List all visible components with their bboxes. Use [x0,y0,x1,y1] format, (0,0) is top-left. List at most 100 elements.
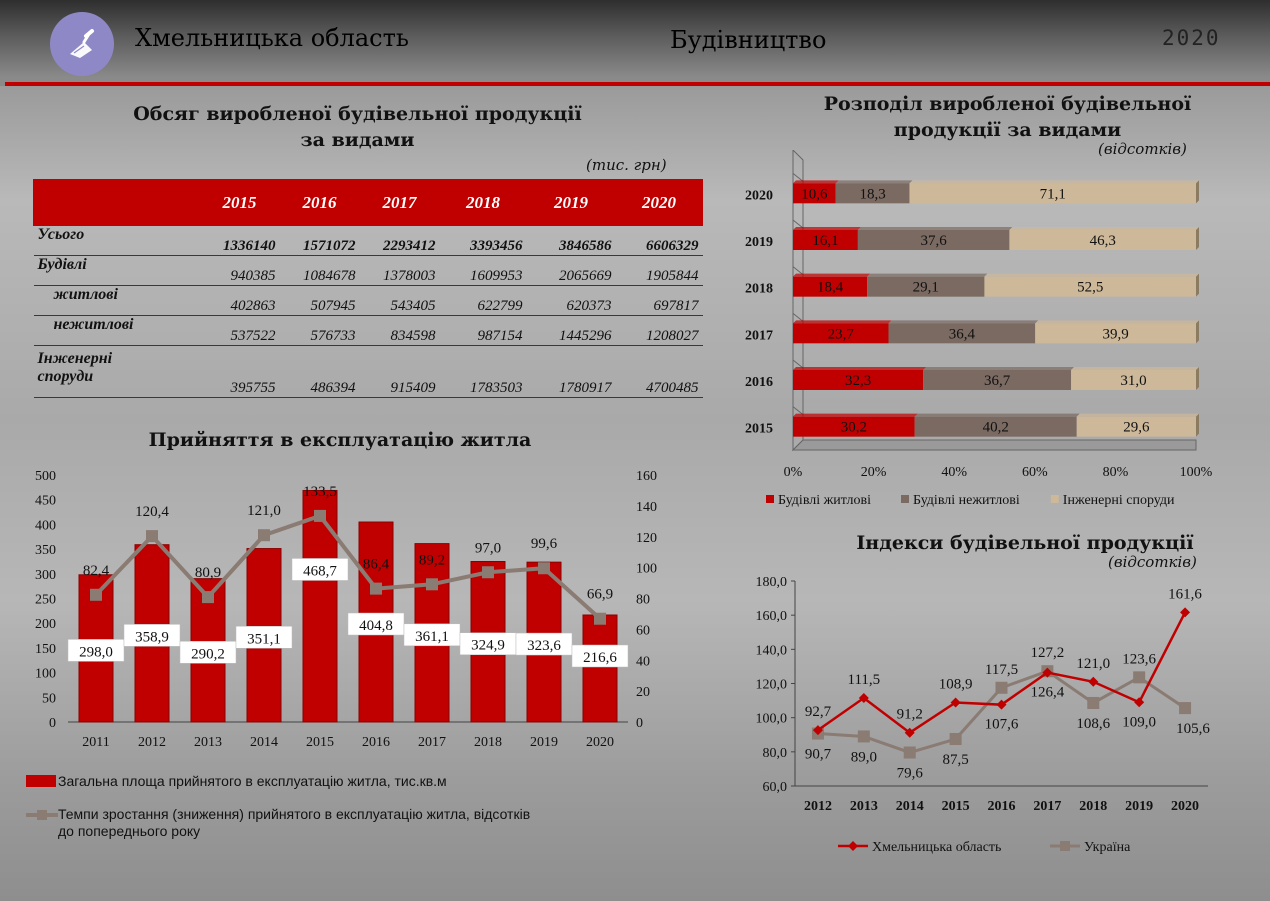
x-tick-label: 2019 [1125,799,1153,814]
segment-value-label: 29,6 [1123,420,1150,436]
growth-point [314,509,326,522]
table-cell: 1905844 [615,255,703,286]
x-tick-label: 0% [784,465,803,480]
legend-ukraine-label: Україна [1084,840,1131,855]
bar-value-label: 351,1 [247,631,281,647]
table-cell: 1445296 [526,315,616,346]
segment-value-label: 23,7 [828,326,855,342]
y2-tick-label: 100 [636,562,657,577]
y-tick-label: 60,0 [763,780,788,795]
bar-segment [1009,230,1196,250]
ukraine-value-label: 89,0 [851,749,877,765]
segment-value-label: 32,3 [845,373,871,389]
structure-chart: 0% 20% 40% 60% 80% 100% 2020 10,6 18,3 71,1 2019 16… [745,150,1213,508]
x-tick-label: 2020 [1171,799,1199,814]
growth-value-label: 86,4 [363,557,390,573]
report-year: 2020 [1162,26,1221,50]
growth-point [594,612,606,625]
table-cell: 395755 [199,345,280,398]
growth-value-label: 99,6 [531,536,558,552]
x-tick-label: 2013 [850,799,878,814]
volume-table-row: нежитлові 537522 576733 834598 987154 14… [33,315,703,346]
bar-segment-top [793,367,927,370]
gridline [792,172,804,182]
region-point [1088,676,1099,687]
x-tick-label: 2018 [474,735,502,750]
table-cell: 987154 [439,315,527,346]
growth-point [482,566,494,579]
chart-floor [791,439,1197,451]
bar-segment [923,370,1072,390]
legend-label: Будівлі житлові [778,493,871,508]
legend-bar-swatch [26,775,56,787]
segment-value-label: 37,6 [921,233,948,249]
segment-value-label: 36,7 [984,373,1011,389]
bar-segment [793,323,889,344]
x-tick-label: 2017 [1033,799,1061,814]
y-tick-label: 0 [49,716,56,731]
bar-segment-top [793,273,871,277]
bar-side [1196,413,1199,437]
x-tick-label: 80% [1103,465,1129,480]
table-cell: 1336140 [199,225,280,256]
growth-point [90,588,102,601]
index-chart-unit: (відсотків) [1108,553,1197,571]
bar-value-label: 290,2 [191,646,225,662]
bar [582,614,618,723]
segment-value-label: 10,6 [801,186,828,202]
bar-segment-top [984,273,1199,277]
x-tick-label: 20% [861,465,887,480]
bar-segment-top [867,273,988,277]
bar-value-box [515,632,573,656]
growth-point [538,562,550,575]
table-cell: 543405 [359,285,440,316]
y-tick-label: 160,0 [756,609,788,624]
gridline [792,266,804,276]
bar-segment [793,230,858,250]
housing-legend-line: Темпи зростання (зниження) прийнятого в … [26,806,530,840]
segment-value-label: 52,5 [1077,280,1103,296]
structure-chart-title-line2: продукції за видами [893,119,1122,141]
structure-chart-title: Розподіл виробленої будівельної продукці… [770,91,1245,143]
bar-segment-top [909,180,1199,184]
bar-segment-top [914,413,1080,417]
bar-segment-top [857,227,1013,230]
bar-segment-top [835,180,913,184]
growth-point [370,582,382,595]
x-tick-label: 2014 [250,735,278,750]
volume-table-row: Усього 1336140 1571072 2293412 3393456 3… [33,225,703,256]
bar-segment [1071,370,1196,390]
header-bar [0,0,1270,86]
x-tick-label: 2013 [194,735,222,750]
ukraine-point [1179,702,1192,715]
legend-swatch [1050,495,1059,503]
legend-line-label: Темпи зростання (зниження) прийнятого в … [58,806,531,822]
region-point [812,725,823,736]
segment-value-label: 31,0 [1120,373,1146,389]
table-cell: 537522 [199,315,280,346]
bar-segment [914,416,1077,437]
segment-value-label: 16,1 [812,233,838,249]
y-tick-label: 100 [35,667,56,682]
bar-segment-top [1071,367,1199,370]
bar-segment [984,276,1196,297]
legend-region-marker [848,841,858,851]
y2-tick-label: 80 [636,593,650,608]
header-divider [5,82,1270,86]
table-cell: 1783503 [439,345,527,398]
region-value-label: 121,0 [1076,656,1110,672]
y-tick-label: 2016 [745,375,773,390]
table-cell: 6606329 [615,225,703,256]
bar-value-box [235,626,293,649]
bar-value-box [179,641,237,664]
table-cell: 940385 [199,255,280,286]
y2-tick-label: 140 [636,500,657,515]
y-tick-label: 450 [35,494,56,509]
bar-value-label: 468,7 [303,563,337,579]
bar-segment [835,183,910,204]
segment-value-label: 30,2 [841,420,867,436]
bar-segment [857,230,1010,250]
bar-segment [1035,323,1196,344]
volume-table-unit: (тис. грн) [586,156,667,174]
ukraine-point [903,746,916,759]
